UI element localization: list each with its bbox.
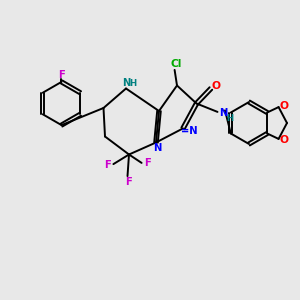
Text: O: O	[280, 135, 289, 146]
Text: F: F	[104, 160, 111, 170]
Text: Cl: Cl	[170, 59, 182, 69]
Text: N: N	[122, 78, 131, 88]
Text: F: F	[58, 70, 65, 80]
Text: F: F	[125, 177, 131, 187]
Text: H: H	[226, 114, 234, 123]
Text: F: F	[144, 158, 151, 169]
Text: =N: =N	[181, 126, 197, 136]
Text: O: O	[212, 80, 221, 91]
Text: H: H	[129, 79, 136, 88]
Text: N: N	[219, 108, 227, 118]
Text: O: O	[280, 100, 289, 111]
Text: N: N	[153, 143, 162, 153]
